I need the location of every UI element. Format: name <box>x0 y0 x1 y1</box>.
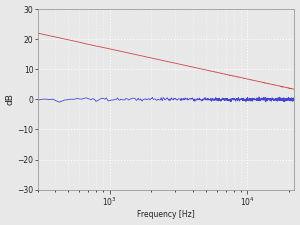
Y-axis label: dB: dB <box>6 93 15 105</box>
X-axis label: Frequency [Hz]: Frequency [Hz] <box>137 210 195 219</box>
